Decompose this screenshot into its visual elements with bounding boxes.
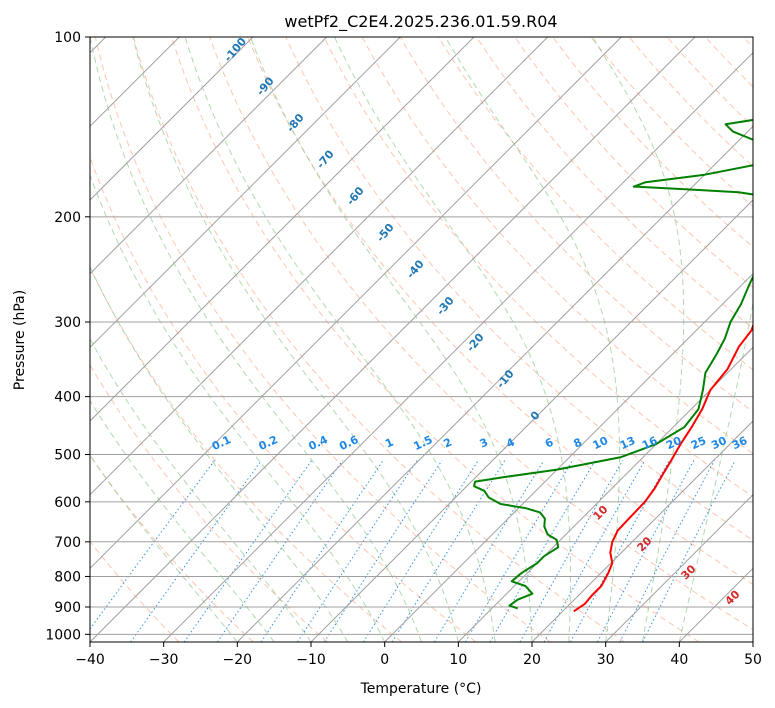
mixing-ratio-line (183, 460, 313, 642)
plot-area: 0.1 0.2 0.4 0.6 1 1.5 2 3 4 6 8 10 13 16 20 25 30 36-100-… (90, 37, 753, 642)
x-tick-label: 30 (597, 652, 615, 668)
background-lines (90, 37, 753, 642)
mixing-ratio-line (90, 460, 215, 630)
temperature-profile-line (573, 323, 753, 613)
isotherm-line (384, 272, 753, 642)
x-tick-label: 50 (744, 652, 762, 668)
mixing-ratio-label: 13 (618, 434, 637, 452)
y-tick-label: 200 (54, 210, 81, 226)
isotherm-line (90, 37, 254, 201)
isotherm-line (531, 420, 753, 642)
dry-adiabat-line (323, 37, 753, 498)
y-axis: 100 200 300 400 500 600 700 800 900 1000 (45, 30, 90, 643)
mixing-ratio-label: 16 (640, 434, 660, 452)
x-tick-label: −40 (75, 652, 105, 668)
x-tick-label: −20 (223, 652, 253, 668)
x-tick-label: 10 (449, 652, 467, 668)
dry-adiabat-line (628, 37, 753, 168)
moist-adiabat-line (184, 37, 496, 642)
mixing-ratio-line (216, 460, 343, 642)
mixing-ratio-label: 30 (709, 434, 729, 452)
y-tick-label: 800 (54, 569, 81, 585)
y-tick-label: 100 (54, 30, 81, 46)
isotherm-line (163, 51, 753, 642)
dry-adiabat-line (590, 37, 753, 208)
isotherm-line (90, 37, 401, 349)
moist-adiabat-line (250, 37, 533, 642)
y-tick-label: 500 (54, 448, 81, 464)
mixing-ratio-label: 20 (664, 434, 684, 452)
dry-adiabat-line (132, 37, 625, 642)
mixing-ratio-line (543, 460, 646, 642)
x-tick-label: 0 (380, 652, 389, 668)
mixing-ratio-line (433, 460, 545, 642)
isotherm-line (90, 37, 475, 422)
y-axis-label: Pressure (hPa) (12, 290, 28, 390)
mixing-ratio-line (297, 460, 418, 642)
mixing-ratio-label: 36 (730, 434, 750, 452)
x-tick-label: 40 (670, 652, 688, 668)
dry-adiabat-line (90, 364, 328, 642)
dry-adiabat-line (90, 454, 254, 642)
mixing-ratio-line (323, 460, 443, 642)
chart-title: wetPf2_C2E4.2025.236.01.59.R04 (284, 12, 557, 32)
y-tick-label: 1000 (45, 627, 81, 643)
mixing-ratio-label: 25 (689, 434, 708, 452)
dry-adiabat-line (247, 37, 753, 586)
isotherm-line (457, 346, 753, 642)
y-tick-label: 600 (54, 495, 81, 511)
moist-adiabat-line (90, 454, 238, 642)
isotherm-line (236, 125, 753, 642)
mixing-ratio-line (642, 460, 736, 642)
y-tick-label: 400 (54, 390, 81, 406)
isotherm-line (90, 37, 696, 642)
x-tick-label: −10 (296, 652, 326, 668)
moist-adiabat-line (591, 37, 685, 642)
isotherm-line (90, 37, 328, 275)
moist-adiabat-line (444, 37, 620, 642)
series-layer (473, 118, 753, 613)
dry-adiabat-line (361, 37, 753, 455)
moist-adiabat-line (90, 399, 275, 642)
x-tick-label: −30 (149, 652, 179, 668)
moist-adiabat-line (132, 37, 459, 642)
mixing-ratio-line (130, 460, 262, 642)
dry-adiabat-line (90, 266, 403, 642)
mixing-ratio-line (489, 460, 596, 642)
mixing-ratio-line (260, 460, 384, 642)
plot-frame (89, 36, 754, 643)
y-tick-label: 300 (54, 315, 81, 331)
y-tick-label: 700 (54, 535, 81, 551)
dry-adiabat-line (90, 155, 477, 642)
moist-adiabat-line (90, 265, 349, 642)
mixing-ratio-label: 10 (591, 434, 611, 452)
dewpoint-profile-line (473, 118, 753, 610)
x-tick-label: 20 (523, 652, 541, 668)
dry-adiabat-line (171, 37, 700, 642)
x-axis: −40 −30 −20 −10 0 10 20 30 40 50 (75, 642, 762, 668)
isotherm-line (90, 37, 549, 496)
moist-adiabat-line (678, 299, 753, 642)
dry-adiabat-line (94, 37, 551, 642)
dry-adiabat-line (399, 37, 753, 413)
mixing-ratio-line (464, 460, 573, 642)
isotherm-line (90, 37, 622, 570)
dry-adiabat-line (476, 37, 753, 329)
isotherm-line (310, 199, 753, 642)
y-tick-label: 900 (54, 600, 81, 616)
x-axis-label: Temperature (°C) (360, 681, 482, 697)
moist-adiabat-line (334, 37, 571, 642)
moist-adiabat-line (90, 37, 422, 642)
isotherm-line (605, 493, 753, 642)
dry-adiabat-line (209, 37, 753, 631)
